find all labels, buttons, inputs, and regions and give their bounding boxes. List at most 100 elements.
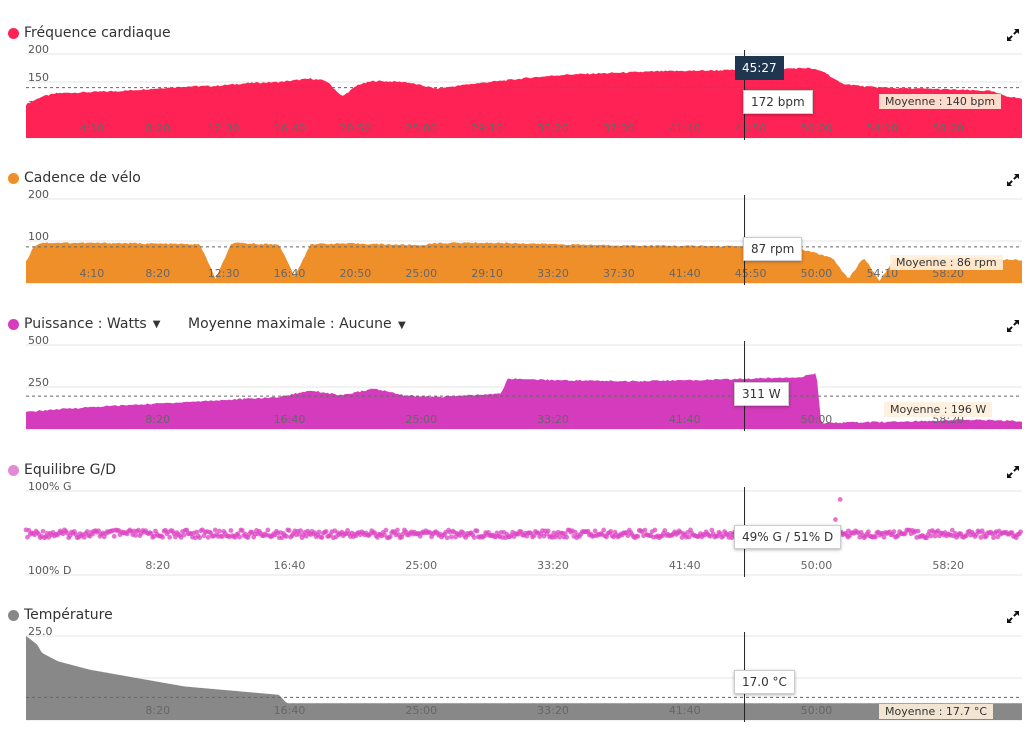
- x-tick-label: 16:40: [274, 267, 306, 280]
- data-point: [316, 529, 322, 535]
- data-point: [592, 528, 598, 534]
- data-point: [111, 533, 117, 539]
- temperature-title-text: Température: [24, 607, 113, 623]
- balance-title-text: Equilibre G/D: [24, 462, 117, 478]
- x-tick-label: 41:40: [669, 704, 701, 717]
- y-tick-label: 250: [28, 376, 49, 389]
- data-point: [323, 529, 329, 534]
- temperature-plot[interactable]: 25.020.015.08:2016:4025:0033:2041:4050:0…: [0, 602, 1036, 730]
- x-tick-label: 16:40: [274, 704, 306, 717]
- data-point: [136, 527, 141, 533]
- data-point: [873, 534, 878, 540]
- x-tick-label: 16:40: [274, 559, 306, 572]
- x-tick-label: 25:00: [405, 413, 437, 426]
- cadence-plot[interactable]: 20010004:108:2012:3016:4020:5025:0029:10…: [0, 165, 1036, 295]
- x-tick-label: 58:20: [932, 267, 964, 280]
- temperature-average-label: Moyenne : 17.7 °C: [879, 704, 994, 719]
- x-tick-label: 54:10: [866, 267, 898, 280]
- y-tick-label: 100% D: [28, 564, 71, 577]
- expand-arrows-icon[interactable]: [1006, 28, 1020, 42]
- x-tick-label: 41:40: [669, 122, 701, 135]
- data-point: [837, 497, 843, 502]
- data-point: [915, 528, 921, 534]
- data-point: [635, 534, 641, 539]
- data-point: [194, 529, 200, 535]
- x-tick-label: 33:20: [537, 559, 569, 572]
- balance-panel: Equilibre G/D 100% G 100% D 8:20 16:40 25:00…: [0, 457, 1036, 587]
- y-tick-label: 200: [28, 43, 49, 56]
- x-tick-label: 25:00: [405, 559, 437, 572]
- x-tick-label: 8:20: [145, 267, 170, 280]
- cadence-title: Cadence de vélo: [8, 170, 141, 186]
- data-point: [652, 527, 658, 533]
- data-point: [205, 534, 211, 540]
- data-point: [239, 528, 245, 533]
- expand-arrows-icon[interactable]: [1006, 610, 1020, 624]
- data-point: [932, 533, 938, 539]
- data-point: [991, 535, 996, 541]
- data-point: [928, 533, 934, 539]
- expand-arrows-icon[interactable]: [1006, 173, 1020, 187]
- data-point: [160, 534, 165, 540]
- data-point: [642, 527, 648, 533]
- series-area: [26, 373, 1022, 429]
- x-tick-label: 50:00: [801, 559, 833, 572]
- chevron-down-icon[interactable]: ▼: [152, 318, 161, 330]
- data-point: [394, 527, 400, 533]
- data-point: [217, 528, 222, 534]
- data-point: [167, 534, 173, 540]
- x-tick-label: 29:10: [471, 122, 503, 135]
- expand-arrows-icon[interactable]: [1006, 319, 1020, 333]
- data-point: [562, 531, 568, 537]
- y-tick-label: 150: [28, 71, 49, 84]
- cadence-average-label: Moyenne : 86 rpm: [890, 255, 1003, 270]
- data-point: [865, 529, 871, 535]
- data-point: [296, 531, 302, 537]
- data-point: [298, 528, 304, 533]
- data-point: [891, 529, 897, 534]
- data-point: [237, 534, 242, 540]
- expand-arrows-icon[interactable]: [1006, 465, 1020, 479]
- data-point: [625, 533, 631, 539]
- power-tooltip: 311 W: [734, 382, 789, 406]
- temperature-tooltip: 17.0 °C: [734, 670, 795, 694]
- x-tick-label: 20:50: [340, 267, 372, 280]
- data-point: [978, 534, 984, 540]
- max-average-selector[interactable]: Moyenne maximale : Aucune ▼: [188, 316, 406, 332]
- data-point: [319, 535, 325, 541]
- power-legend-dot: [8, 318, 19, 330]
- data-point: [387, 534, 393, 540]
- x-tick-label: 29:10: [471, 267, 503, 280]
- x-tick-label: 50:00: [801, 267, 833, 280]
- x-tick-label: 20:50: [340, 122, 372, 135]
- x-tick-label: 37:30: [603, 267, 635, 280]
- power-title[interactable]: Puissance : Watts ▼: [8, 316, 160, 332]
- x-tick-label: 8:20: [145, 704, 170, 717]
- power-plot[interactable]: 50025008:2016:4025:0033:2041:4050:0058:2…: [0, 311, 1036, 441]
- data-point: [845, 534, 851, 540]
- cadence-legend-dot: [8, 172, 19, 184]
- x-tick-label: 12:30: [208, 122, 240, 135]
- y-tick-label: 500: [28, 334, 49, 347]
- data-point: [881, 534, 887, 540]
- data-point: [286, 528, 292, 533]
- x-tick-label: 50:00: [801, 413, 833, 426]
- data-point: [40, 528, 46, 534]
- data-point: [949, 527, 955, 533]
- data-point: [212, 527, 218, 533]
- cadence-panel: Cadence de vélo 20010004:108:2012:3016:4…: [0, 165, 1036, 295]
- balance-plot[interactable]: 100% G 100% D 8:20 16:40 25:00 33:20 41:40 50:0…: [0, 457, 1036, 587]
- data-point: [383, 527, 389, 533]
- x-tick-label: 33:20: [537, 413, 569, 426]
- x-tick-label: 45:50: [735, 267, 767, 280]
- x-tick-label: 33:20: [537, 267, 569, 280]
- chevron-down-icon[interactable]: ▼: [398, 320, 406, 331]
- data-point: [601, 527, 607, 533]
- y-tick-label: 25.0: [28, 625, 53, 638]
- y-tick-label: 100% G: [28, 480, 71, 493]
- data-point: [197, 535, 202, 541]
- heart-rate-legend-dot: [8, 27, 19, 39]
- x-tick-label: 37:30: [603, 122, 635, 135]
- heart-rate-plot[interactable]: 200150100504:108:2012:3016:4020:5025:002…: [0, 20, 1036, 150]
- x-tick-label: 12:30: [208, 267, 240, 280]
